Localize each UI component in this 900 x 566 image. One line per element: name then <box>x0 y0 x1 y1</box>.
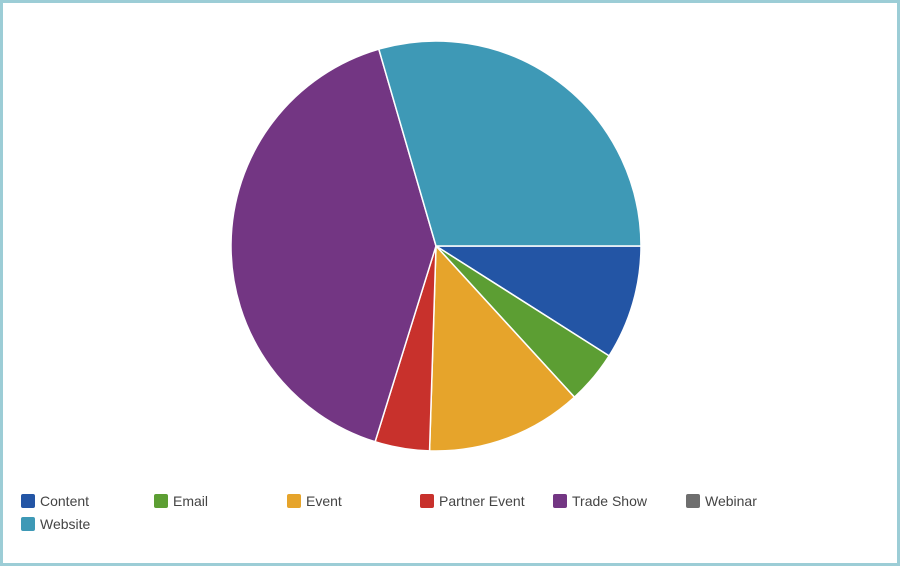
legend-label: Partner Event <box>439 492 525 509</box>
legend-item-website[interactable]: Website <box>21 512 154 535</box>
legend-label: Trade Show <box>572 492 647 509</box>
legend-label: Website <box>40 515 91 532</box>
legend-label: Content <box>40 492 90 509</box>
legend-item-partner-event[interactable]: Partner Event <box>420 489 553 512</box>
legend-item-trade-show[interactable]: Trade Show <box>553 489 686 512</box>
legend-item-webinar[interactable]: Webinar <box>686 489 819 512</box>
legend-item-content[interactable]: Content <box>21 489 154 512</box>
pie-slice-event[interactable] <box>428 245 576 452</box>
legend-label: Event <box>306 492 342 509</box>
legend-swatch <box>21 493 35 508</box>
legend-item-email[interactable]: Email <box>154 489 287 512</box>
legend-swatch <box>21 516 35 531</box>
legend-label: Webinar <box>705 492 757 509</box>
legend-swatch <box>420 493 434 508</box>
pie-chart <box>230 40 642 452</box>
pie-slice-website[interactable] <box>378 40 642 247</box>
legend-swatch <box>553 493 567 508</box>
legend-swatch <box>154 493 168 508</box>
pie-slice-trade-show[interactable] <box>230 48 437 443</box>
legend-label: Email <box>173 492 209 509</box>
legend-swatch <box>287 493 301 508</box>
legend-item-event[interactable]: Event <box>287 489 420 512</box>
pie-slice-content[interactable] <box>435 245 642 357</box>
chart-legend: Content Email Event Partner Event Trade Show… <box>21 489 821 535</box>
legend-swatch <box>686 493 700 508</box>
